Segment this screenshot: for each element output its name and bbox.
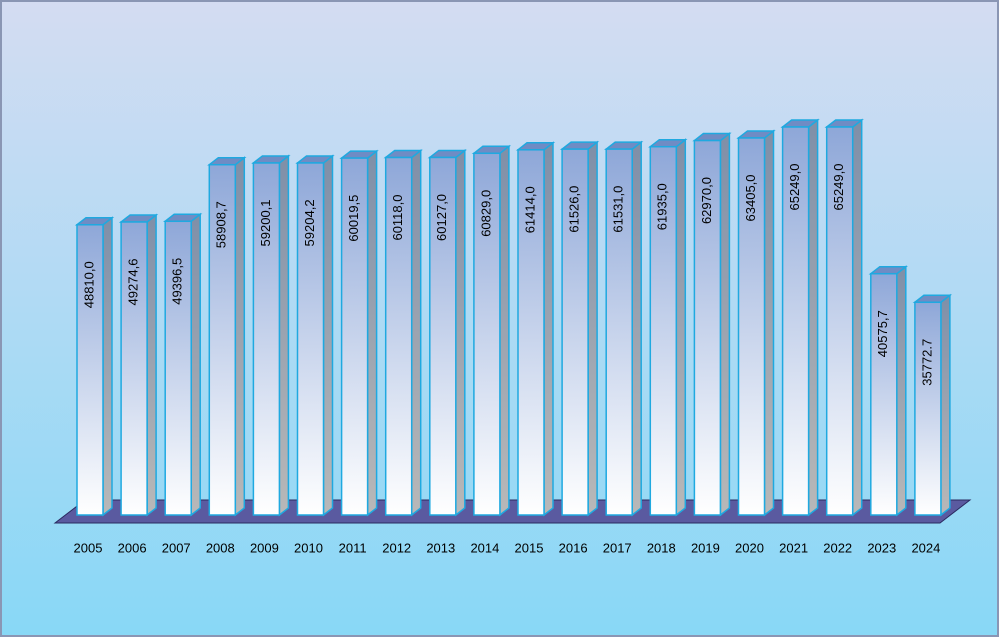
bar [914, 301, 942, 516]
x-tick-label: 2011 [339, 540, 367, 555]
bar [693, 139, 722, 516]
x-tick-label: 2018 [647, 540, 676, 555]
x-tick-label: 2019 [691, 540, 720, 555]
value-label: 61531,0 [611, 186, 626, 233]
value-label: 65249,0 [787, 164, 802, 211]
bar [296, 162, 325, 516]
bar [649, 145, 678, 516]
bar-side [102, 216, 113, 517]
x-tick-label: 2006 [118, 540, 147, 555]
value-label: 61526,0 [567, 186, 582, 233]
x-tick-label: 2017 [603, 540, 632, 555]
bar [252, 162, 281, 516]
x-tick-label: 2020 [735, 540, 764, 555]
x-tick-label: 2021 [779, 540, 808, 555]
bar [120, 221, 148, 516]
value-label: 60019,5 [346, 195, 361, 242]
value-label: 60118,0 [390, 194, 405, 240]
value-label: 59204,2 [302, 199, 317, 246]
bar [781, 126, 810, 516]
bar [825, 126, 854, 516]
x-tick-label: 2024 [911, 540, 940, 555]
value-label: 65249,0 [831, 164, 846, 211]
bar [208, 163, 237, 516]
value-label: 49274,6 [126, 258, 141, 305]
value-label: 60829,0 [478, 190, 493, 237]
x-tick-label: 2012 [382, 540, 411, 555]
bar-side [675, 138, 687, 517]
value-label: 48810,0 [81, 261, 96, 308]
bar-side [190, 212, 201, 517]
x-tick-label: 2009 [250, 540, 279, 555]
x-tick-label: 2007 [162, 540, 191, 555]
bar-side [455, 148, 466, 517]
bar-side [940, 293, 951, 517]
bar-side [410, 148, 422, 517]
bar-side [719, 132, 731, 517]
x-tick-label: 2016 [559, 540, 588, 555]
x-tick-label: 2014 [470, 540, 499, 555]
value-label: 59200,1 [258, 199, 273, 246]
bar [605, 148, 633, 516]
bar-side [278, 154, 290, 517]
x-tick-label: 2013 [426, 540, 455, 555]
bar-side [631, 140, 642, 517]
bar-side [587, 140, 598, 517]
bar [340, 157, 369, 516]
bar-side [146, 213, 157, 517]
x-tick-label: 2010 [294, 540, 323, 555]
x-tick-label: 2008 [206, 540, 235, 555]
bar-side [896, 265, 907, 517]
bar [561, 148, 589, 516]
value-label: 40575,7 [875, 310, 890, 357]
bar-side [763, 129, 775, 517]
bar-side [807, 118, 819, 517]
x-tick-label: 2015 [515, 540, 544, 555]
bar-side [234, 156, 246, 517]
bar [384, 156, 413, 516]
x-tick-label: 2005 [74, 540, 103, 555]
value-label: 60127,0 [434, 194, 449, 241]
value-label: 35772.7 [919, 339, 934, 386]
bar [870, 272, 898, 516]
value-label: 49396,5 [170, 258, 185, 305]
value-label: 62970,0 [699, 177, 714, 224]
bar [164, 220, 192, 516]
value-label: 63405,0 [743, 174, 758, 221]
bar [429, 156, 457, 516]
x-tick-label: 2022 [823, 540, 852, 555]
bar-side [499, 144, 510, 517]
bar-side [851, 118, 863, 517]
value-label: 61414,0 [522, 186, 537, 233]
bar [737, 137, 766, 516]
bar [76, 224, 104, 516]
bar [473, 152, 501, 516]
bar-side [322, 154, 334, 517]
bar-side [366, 149, 378, 517]
x-tick-label: 2023 [867, 540, 896, 555]
value-label: 58908,7 [214, 201, 229, 248]
bar-side [543, 141, 554, 517]
bar [517, 149, 545, 516]
value-label: 61935,0 [655, 183, 670, 230]
